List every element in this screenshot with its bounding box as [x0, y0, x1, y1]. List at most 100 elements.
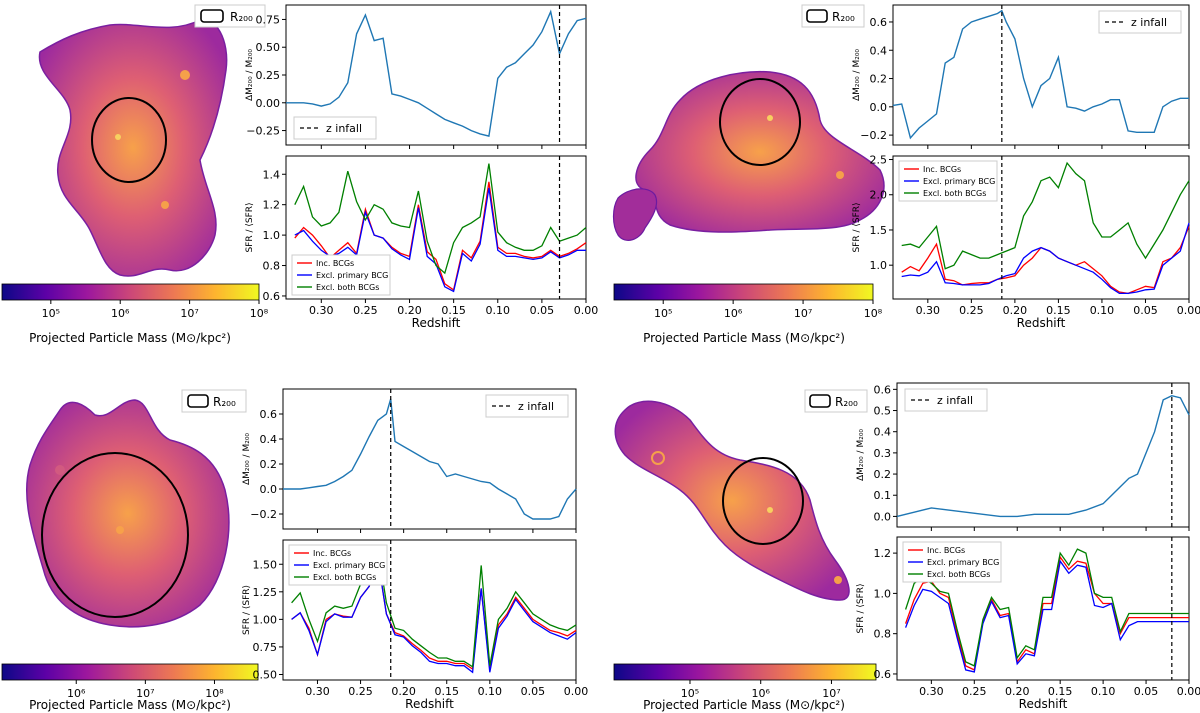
panel-c-bottom-ytick-label: 1.00 — [253, 613, 278, 626]
panel-d-colorbar — [613, 663, 877, 681]
panel-b-satellite — [612, 188, 658, 241]
panel-c-map: R₂₀₀ 10⁶ 10⁷ 10⁸ Projected Particle Mass (… — [1, 389, 259, 712]
panel-d-top-ytick-label: 0.3 — [874, 447, 892, 460]
panel-b-bottom-xtick-label: 0.30 — [916, 304, 941, 317]
panel-d-infall-legend-label: z infall — [937, 394, 973, 407]
panel-d-colorbar-tick-label: 10⁶ — [752, 687, 771, 700]
panel-b-colorbar-tick-label: 10⁷ — [794, 307, 812, 320]
panel-b-bottom-xtick-label: 0.25 — [959, 304, 984, 317]
panel-d-mass-growth-line — [896, 394, 1190, 518]
panel-a-map: R₂₀₀ 10⁵ 10⁶ 10⁷ 10⁸ Projected Particle Mas… — [1, 4, 269, 345]
panel-b-colorbar — [613, 283, 874, 301]
panel-b-sfr-legend-label: Inc. BCGs — [923, 165, 961, 174]
panel-b-top-axes: −0.2 0.0 0.2 0.4 0.6 ΔM₂₀₀ / M₂₀₀ z infall — [852, 4, 1190, 149]
panel-a-r200-circle — [91, 97, 167, 183]
panel-c-sfr-legend-label: Inc. BCGs — [313, 549, 351, 558]
panel-b-r200-legend: R₂₀₀ — [801, 4, 865, 28]
panel-b-mass-growth-line — [892, 9, 1189, 140]
panel-d-halo — [614, 400, 850, 601]
panel-c-sfr-legend-label: Excl. both BCGs — [313, 573, 376, 582]
panel-a-bottom-xtick-label: 0.15 — [441, 304, 466, 317]
panel-d-sfr-legend-label: Excl. both BCGs — [927, 570, 990, 579]
panel-b-top-ytick-label: 0.4 — [870, 44, 888, 57]
panel-d-top-ytick-label: 0.4 — [874, 426, 892, 439]
panel-d-bottom-axes: 0.6 0.8 1.0 1.2 0.30 0.25 0.20 0.15 0.10 0.05 0.00… — [856, 536, 1200, 711]
panel-b-sfr-legend-label: Excl. primary BCG — [923, 177, 995, 186]
panel-a-bottom-ylabel: SFR / ⟨SFR⟩ — [245, 202, 255, 252]
panel-c-bottom-xtick-label: 0.10 — [478, 685, 503, 698]
panel-c-r200-legend: R₂₀₀ — [181, 389, 247, 413]
panel-b-bottom-ytick-label: 1.5 — [870, 224, 888, 237]
panel-c-sfr-line-green — [291, 545, 577, 668]
panel-a-sfr-line-green — [294, 163, 587, 275]
panel-c-top-ytick-label: 0.0 — [260, 483, 278, 496]
panel-a-bottom-xtick-label: 0.30 — [309, 304, 334, 317]
panel-b-bottom-ytick-label: 2.5 — [870, 154, 888, 167]
panel-c-r200-label: R₂₀₀ — [213, 395, 236, 409]
panel-b-bottom-xtick-label: 0.00 — [1177, 304, 1200, 317]
panel-a-infall-legend-box — [293, 116, 377, 140]
panel-d-xlabel: Redshift — [1019, 697, 1068, 711]
panel-a-colorbar-tick-label: 10⁶ — [111, 307, 130, 320]
panel-c-bottom-xtick-label: 0.00 — [564, 685, 589, 698]
panel-d-top-axes: 0.0 0.1 0.2 0.3 0.4 0.5 0.6 ΔM₂₀₀ / M₂₀₀ z infal… — [856, 382, 1190, 531]
panel-b-bottom-ytick-label: 2.0 — [870, 189, 888, 202]
panel-d-plots: 0.0 0.1 0.2 0.3 0.4 0.5 0.6 ΔM₂₀₀ / M₂₀₀ z infal… — [856, 382, 1200, 711]
panel-d-map: R₂₀₀ 10⁵ 10⁶ 10⁷ Projected Particle Mass (… — [613, 389, 877, 712]
panel-c-bottom-xtick-label: 0.25 — [348, 685, 373, 698]
panel-b-colorbar-tick-label: 10⁵ — [654, 307, 672, 320]
panel-b-top-ytick-label: 0.2 — [870, 73, 888, 86]
panel-d-top-ytick-label: 0.6 — [874, 383, 892, 396]
panel-b-colorbar-tick-label: 10⁶ — [724, 307, 743, 320]
panel-d-bottom-xtick-label: 0.00 — [1177, 685, 1200, 698]
panel-c-bottom-xtick-label: 0.30 — [305, 685, 330, 698]
panel-b-bottom-axes: 1.0 1.5 2.0 2.5 0.30 0.25 0.20 0.15 0.10 0.05 0.00… — [852, 154, 1200, 330]
panel-c-bottom-ytick-label: 1.25 — [253, 586, 278, 599]
panel-d-top-ytick-label: 0.0 — [874, 510, 892, 523]
panel-a-top-ylabel: ΔM₂₀₀ / M₂₀₀ — [245, 49, 255, 101]
panel-d-sfr-line-navy — [904, 559, 1189, 673]
panel-a-bottom-ytick-label: 1.0 — [263, 229, 281, 242]
panel-a-bottom-xtick-label: 0.05 — [530, 304, 555, 317]
panel-c-sfr-legend-label: Excl. primary BCG — [313, 561, 385, 570]
panel-a-top-ytick-label: 0.50 — [256, 41, 281, 54]
panel-a-mass-growth-line — [286, 9, 587, 137]
panel-d-bottom-ytick-label: 0.6 — [874, 668, 892, 681]
panel-d-top-ytick-label: 0.5 — [874, 405, 892, 418]
panel-c-colorbar — [1, 663, 259, 681]
panel-c-xlabel: Redshift — [405, 697, 454, 711]
panel-a-colorbar-tick-label: 10⁷ — [180, 307, 198, 320]
panel-c-colorbar-label: Projected Particle Mass (M⊙/kpc²) — [29, 698, 231, 712]
panel-b-r200-circle — [719, 78, 801, 166]
panel-d-colorbar-tick-label: 10⁷ — [822, 687, 840, 700]
panel-a-bottom-axes: 0.6 0.8 1.0 1.2 1.4 0.30 0.25 0.20 0.15 0.10 0.05 0… — [245, 155, 598, 330]
panel-a-bottom-xtick-label: 0.10 — [486, 304, 511, 317]
panel-a-bottom-ytick-label: 1.4 — [263, 168, 281, 181]
panel-a-bottom-xtick-label: 0.25 — [353, 304, 378, 317]
panel-c-bottom-xtick-label: 0.15 — [434, 685, 459, 698]
panel-a-sfr-line-red — [294, 181, 587, 291]
panel-d-bottom-xtick-label: 0.05 — [1134, 685, 1159, 698]
panel-b-sfr-line-navy — [901, 222, 1190, 295]
panel-d-colorbar-tick-label: 10⁵ — [681, 687, 699, 700]
panel-c-colorbar-tick-label: 10⁶ — [67, 687, 86, 700]
panel-b-top-ytick-label: 0.0 — [870, 101, 888, 114]
panel-c-top-ylabel: ΔM₂₀₀ / M₂₀₀ — [242, 433, 252, 485]
panel-d-bottom-xtick-label: 0.30 — [919, 685, 944, 698]
panel-a-bottom-ytick-label: 0.6 — [263, 290, 281, 303]
panel-c-bottom-ytick-label: 1.50 — [253, 558, 278, 571]
panel-b-sfr-line-green — [901, 161, 1190, 270]
panel-a-infall-legend-label: z infall — [326, 122, 362, 135]
panel-c-bottom-xtick-label: 0.05 — [521, 685, 546, 698]
panel-b-bottom-xtick-label: 0.20 — [1003, 304, 1028, 317]
panel-a-r200-legend: R₂₀₀ — [194, 4, 266, 28]
panel-d-bottom-xtick-label: 0.15 — [1048, 685, 1073, 698]
panel-d-infall-legend-box — [904, 388, 988, 412]
panel-a-colorbar-label: Projected Particle Mass (M⊙/kpc²) — [29, 331, 231, 345]
panel-c-mass-growth-line — [283, 398, 577, 520]
panel-d-r200-legend: R₂₀₀ — [804, 389, 868, 413]
panel-b-bottom-xtick-label: 0.10 — [1090, 304, 1115, 317]
panel-a-sfr-legend-label: Excl. primary BCG — [316, 271, 388, 280]
panel-c-colorbar-tick-label: 10⁸ — [205, 687, 224, 700]
